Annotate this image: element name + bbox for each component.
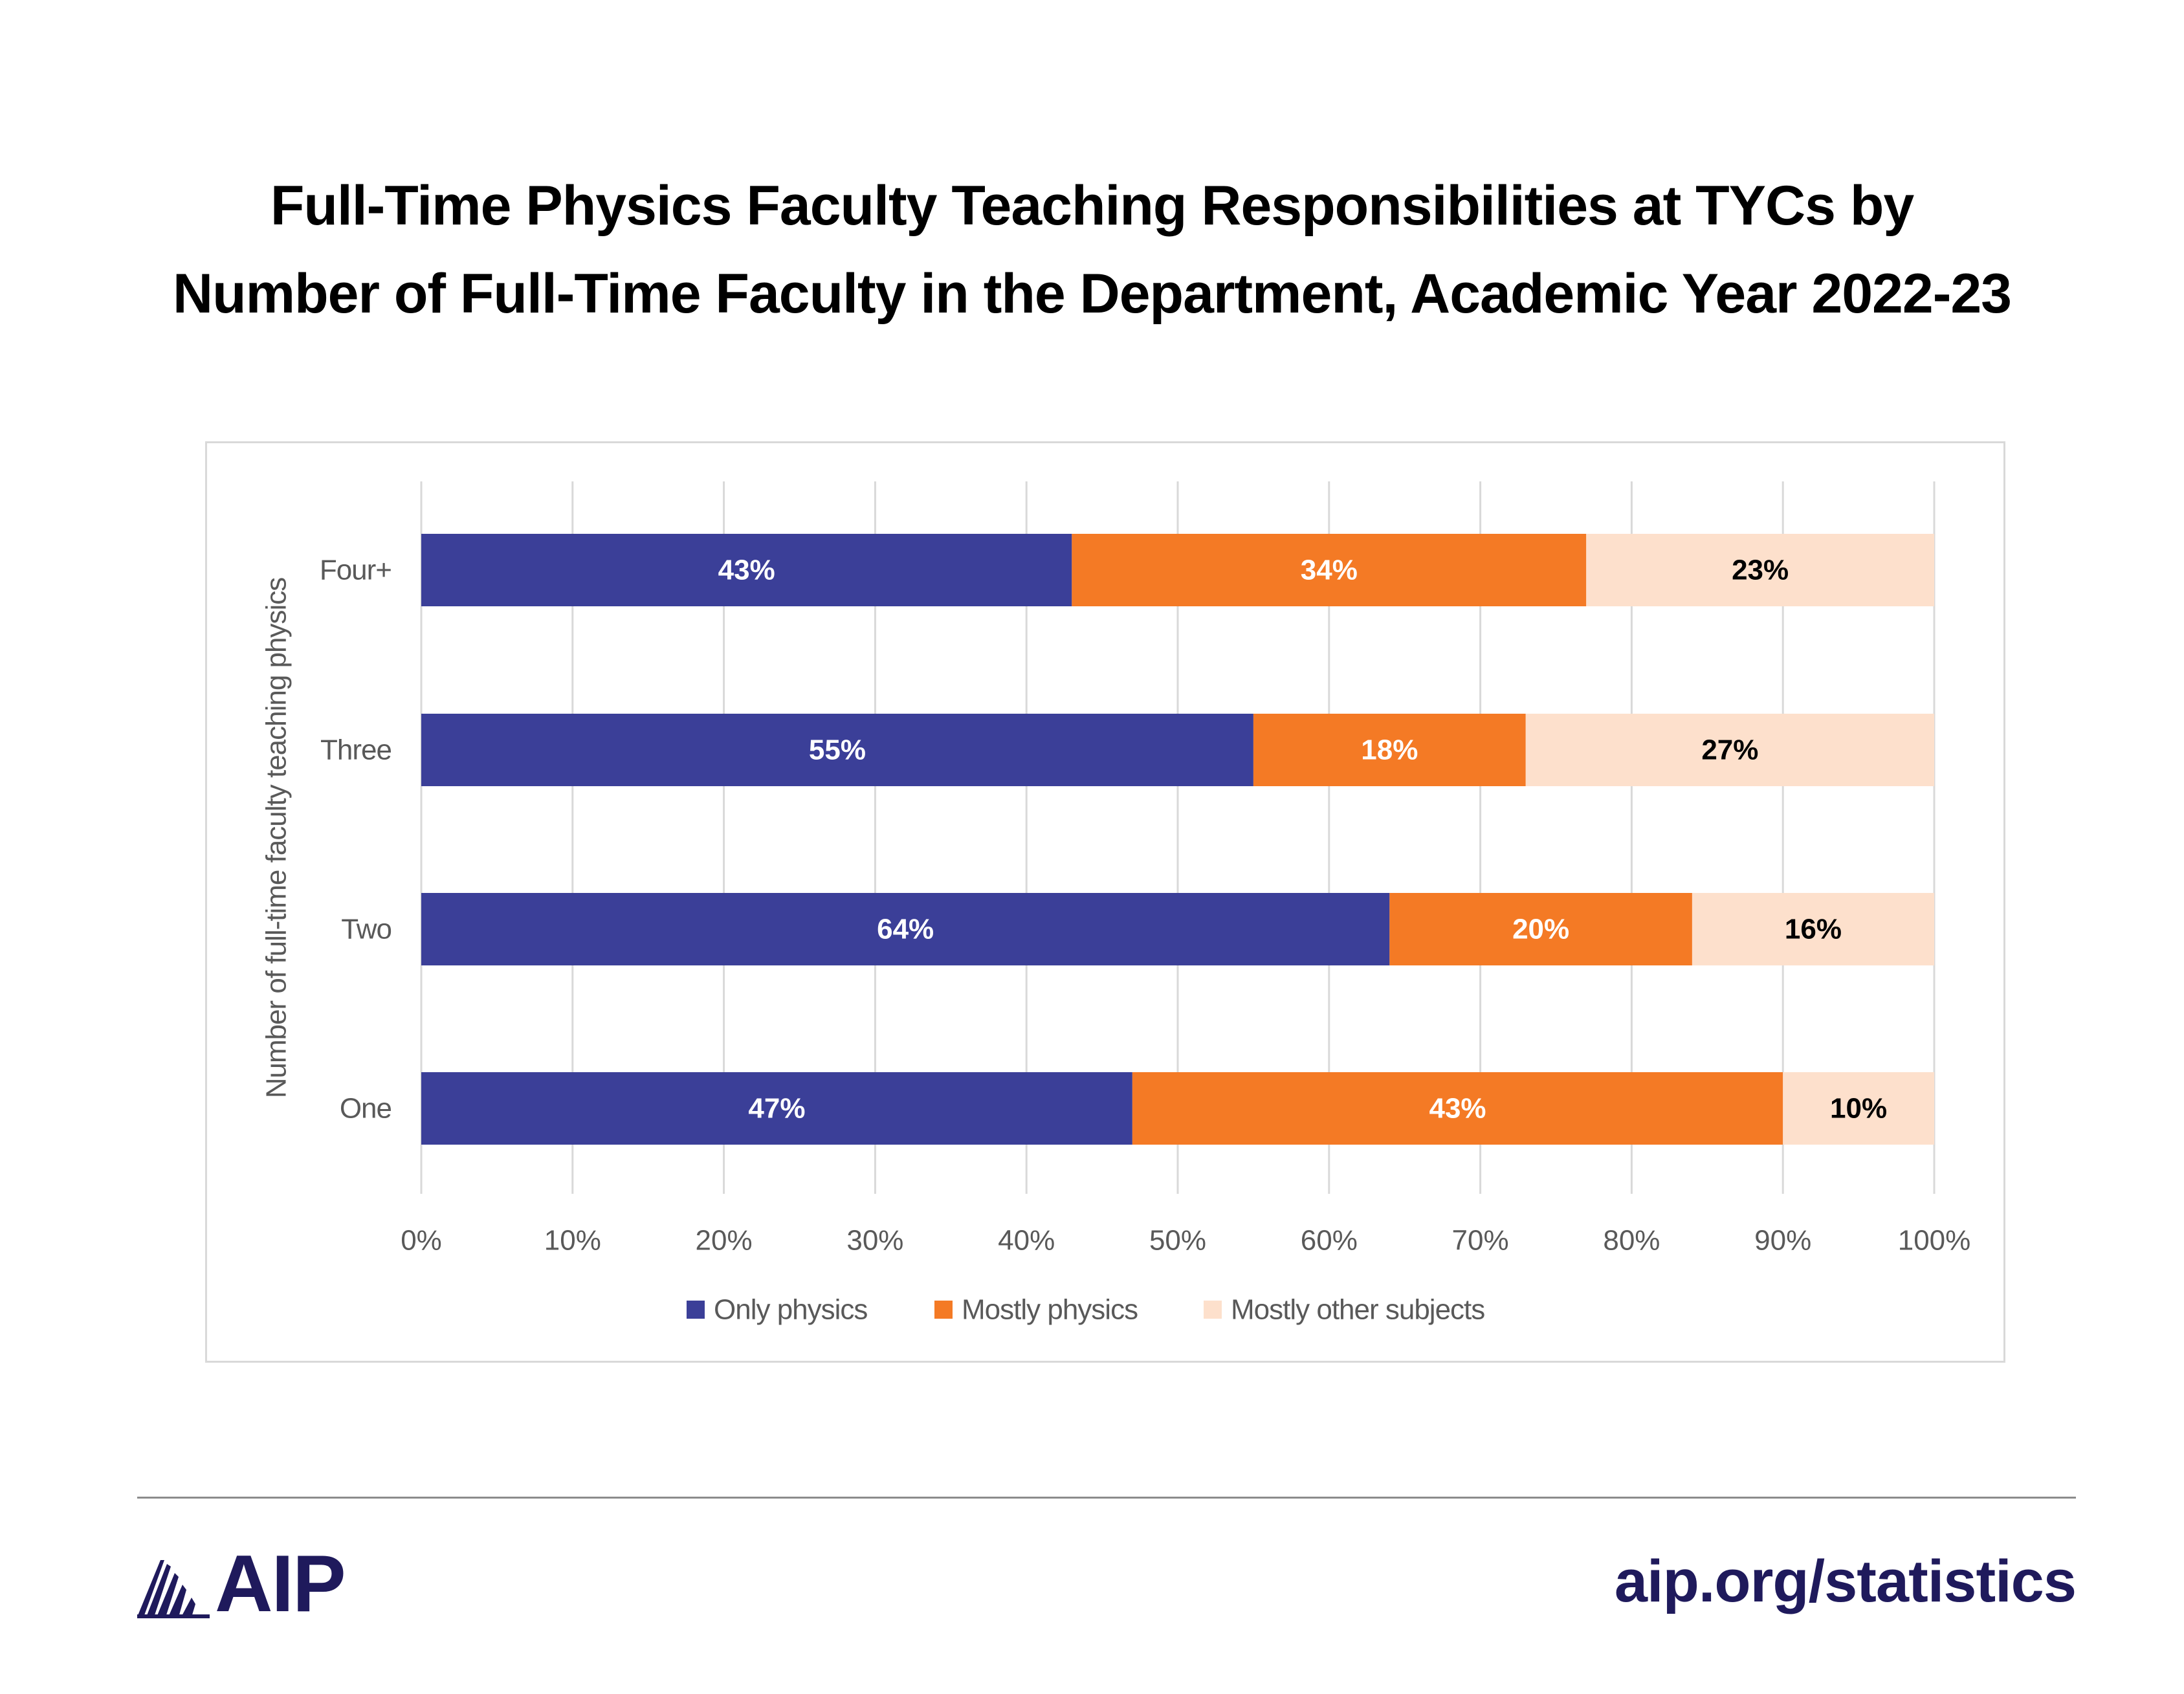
- data-label: 64%: [877, 914, 934, 945]
- data-label: 27%: [1701, 734, 1758, 766]
- data-label: 20%: [1512, 914, 1569, 945]
- legend-swatch-1: [934, 1301, 953, 1319]
- data-label: 43%: [718, 555, 775, 586]
- statistics-link[interactable]: aip.org/statistics: [1614, 1548, 2077, 1614]
- bar-four-series-0: [421, 534, 1072, 606]
- aip-logo: AIP: [137, 1539, 370, 1629]
- chart-title: Full-Time Physics Faculty Teaching Respo…: [0, 162, 2184, 338]
- bar-one-series-0: [421, 1072, 1132, 1145]
- y-axis-title: Number of full-time faculty teaching phy…: [261, 578, 292, 1099]
- chart-title-line-1: Full-Time Physics Faculty Teaching Respo…: [270, 175, 1914, 237]
- footer-divider: [137, 1497, 2076, 1499]
- legend-label-1: Mostly physics: [962, 1294, 1138, 1326]
- x-tick-label: 0%: [401, 1225, 442, 1257]
- x-tick-label: 100%: [1898, 1225, 1971, 1257]
- data-label: 18%: [1361, 734, 1418, 766]
- bar-four-series-1: [1072, 534, 1587, 606]
- x-tick-label: 80%: [1603, 1225, 1660, 1257]
- category-label: Four+: [320, 555, 392, 586]
- legend-swatch-0: [687, 1301, 705, 1319]
- bar-four-series-2: [1586, 534, 1934, 606]
- bar-three-series-2: [1525, 714, 1934, 786]
- category-label: One: [340, 1093, 392, 1125]
- x-tick-label: 70%: [1452, 1225, 1509, 1257]
- data-label: 16%: [1785, 914, 1842, 945]
- data-label: 43%: [1429, 1093, 1486, 1125]
- bar-one-series-1: [1132, 1072, 1783, 1145]
- x-tick-label: 60%: [1301, 1225, 1358, 1257]
- bar-three-series-1: [1253, 714, 1526, 786]
- bar-one-series-2: [1783, 1072, 1934, 1145]
- x-tick-label: 50%: [1149, 1225, 1206, 1257]
- aip-logo-mark-icon: [137, 1560, 210, 1618]
- chart-title-line-2: Number of Full-Time Faculty in the Depar…: [172, 263, 2012, 325]
- data-label: 55%: [809, 734, 866, 766]
- bar-two-series-2: [1692, 893, 1934, 965]
- category-label: Two: [341, 914, 392, 945]
- data-label: 34%: [1301, 555, 1358, 586]
- x-tick-label: 30%: [846, 1225, 903, 1257]
- bar-three-series-0: [421, 714, 1253, 786]
- x-tick-label: 40%: [998, 1225, 1055, 1257]
- data-label: 10%: [1830, 1093, 1887, 1125]
- chart-area: 43% 34% 23% Four+ 55% 18% 27% Three 64% 20% 16% Two…: [205, 441, 2005, 1363]
- stacked-bar-chart: 43% 34% 23% Four+ 55% 18% 27% Three 64% 20% 16% Two…: [261, 481, 1971, 1326]
- legend-label-0: Only physics: [714, 1294, 867, 1326]
- category-label: Three: [320, 734, 392, 766]
- x-tick-label: 10%: [544, 1225, 601, 1257]
- data-label: 47%: [748, 1093, 805, 1125]
- aip-logo-text: AIP: [215, 1539, 346, 1629]
- bar-two-series-1: [1389, 893, 1692, 965]
- bar-two-series-0: [421, 893, 1390, 965]
- x-tick-label: 90%: [1754, 1225, 1811, 1257]
- data-label: 23%: [1732, 555, 1789, 586]
- legend-label-2: Mostly other subjects: [1231, 1294, 1484, 1326]
- legend-swatch-2: [1204, 1301, 1222, 1319]
- x-tick-label: 20%: [696, 1225, 753, 1257]
